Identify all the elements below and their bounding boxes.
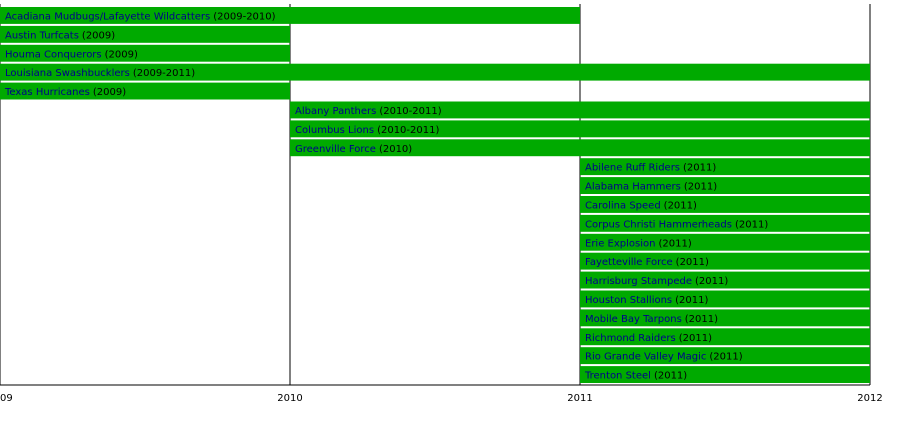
team-name: Texas Hurricanes xyxy=(4,87,90,98)
bar-label: Richmond Raiders (2011) xyxy=(585,333,712,344)
team-name: Rio Grande Valley Magic xyxy=(585,352,706,363)
team-name: Albany Panthers xyxy=(295,106,376,117)
team-years: (2009-2010) xyxy=(213,11,275,22)
bar xyxy=(580,366,870,383)
bar xyxy=(580,252,870,270)
team-years: (2011) xyxy=(685,314,718,325)
x-tick-label: 2009 xyxy=(0,393,13,404)
team-years: (2009-2011) xyxy=(133,68,195,79)
team-years: (2010-2011) xyxy=(377,125,439,136)
bar-label: Austin Turfcats (2009) xyxy=(5,30,115,41)
bar xyxy=(580,196,870,213)
bar-label: Carolina Speed (2011) xyxy=(585,200,697,211)
team-years: (2011) xyxy=(658,238,691,249)
bar-label: Houston Stallions (2011) xyxy=(585,295,708,306)
team-years: (2011) xyxy=(679,333,712,344)
x-tick-label: 2012 xyxy=(857,393,882,404)
team-name: Corpus Christi Hammerheads xyxy=(585,219,732,230)
team-years: (2009) xyxy=(105,49,138,60)
team-name: Austin Turfcats xyxy=(5,30,79,41)
bar xyxy=(580,271,870,289)
x-tick-label: 2011 xyxy=(567,393,592,404)
team-name: Alabama Hammers xyxy=(585,182,681,193)
bar-label: Erie Explosion (2011) xyxy=(585,238,692,249)
team-name: Abilene Ruff Riders xyxy=(585,163,680,174)
team-years: (2010-2011) xyxy=(379,106,441,117)
team-name: Acadiana Mudbugs/Lafayette Wildcatters xyxy=(5,11,210,22)
bar xyxy=(580,214,870,232)
bar xyxy=(580,177,870,194)
team-years: (2009) xyxy=(93,87,126,98)
bar-label: Mobile Bay Tarpons (2011) xyxy=(585,314,718,325)
x-tick-label: 2010 xyxy=(277,393,302,404)
team-years: (2011) xyxy=(654,371,687,382)
bar-label: Albany Panthers (2010-2011) xyxy=(295,106,442,117)
team-years: (2010) xyxy=(379,144,412,155)
bar-label: Texas Hurricanes (2009) xyxy=(4,87,126,98)
bar xyxy=(0,44,290,62)
team-years: (2011) xyxy=(664,200,697,211)
team-name: Harrisburg Stampede xyxy=(585,276,692,287)
bar-label: Harrisburg Stampede (2011) xyxy=(585,276,728,287)
bar-label: Columbus Lions (2010-2011) xyxy=(295,125,439,136)
team-name: Erie Explosion xyxy=(585,238,655,249)
team-years: (2009) xyxy=(82,30,115,41)
team-years: (2011) xyxy=(676,257,709,268)
bar-label: Corpus Christi Hammerheads (2011) xyxy=(585,219,768,230)
team-name: Fayetteville Force xyxy=(585,257,673,268)
bar-label: Louisiana Swashbucklers (2009-2011) xyxy=(5,68,195,79)
bar-label: Acadiana Mudbugs/Lafayette Wildcatters (2… xyxy=(5,11,276,22)
bar xyxy=(580,233,870,251)
bar xyxy=(580,290,870,308)
bar xyxy=(0,7,580,24)
team-name: Mobile Bay Tarpons xyxy=(585,314,682,325)
bar xyxy=(0,82,290,100)
bar-label: Greenville Force (2010) xyxy=(295,144,412,155)
team-name: Louisiana Swashbucklers xyxy=(5,68,130,79)
bar-label: Trenton Steel (2011) xyxy=(584,371,687,382)
bar xyxy=(290,101,870,119)
bar xyxy=(580,309,870,327)
bar-label: Alabama Hammers (2011) xyxy=(585,182,717,193)
team-years: (2011) xyxy=(695,276,728,287)
team-name: Richmond Raiders xyxy=(585,333,676,344)
bar xyxy=(0,25,290,43)
team-name: Carolina Speed xyxy=(585,200,661,211)
team-name: Houston Stallions xyxy=(585,295,672,306)
bar xyxy=(290,139,870,157)
team-years: (2011) xyxy=(683,163,716,174)
bar-label: Abilene Ruff Riders (2011) xyxy=(585,163,716,174)
bar xyxy=(290,120,870,138)
team-years: (2011) xyxy=(675,295,708,306)
team-name: Greenville Force xyxy=(295,144,376,155)
bar xyxy=(0,63,870,81)
team-years: (2011) xyxy=(684,182,717,193)
team-name: Trenton Steel xyxy=(584,371,651,382)
team-name: Houma Conquerors xyxy=(5,49,102,60)
bar-label: Rio Grande Valley Magic (2011) xyxy=(585,352,743,363)
team-years: (2011) xyxy=(735,219,768,230)
bar xyxy=(580,158,870,176)
team-name: Columbus Lions xyxy=(295,125,374,136)
bar xyxy=(580,328,870,346)
bar xyxy=(580,347,870,365)
bar-label: Houma Conquerors (2009) xyxy=(5,49,138,60)
bar-label: Fayetteville Force (2011) xyxy=(585,257,709,268)
team-years: (2011) xyxy=(709,352,742,363)
